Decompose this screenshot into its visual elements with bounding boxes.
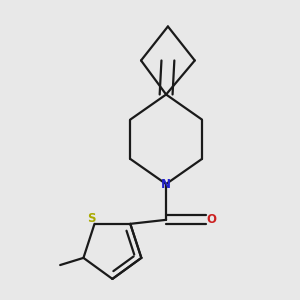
Text: O: O <box>206 213 216 226</box>
Text: S: S <box>87 212 95 225</box>
Text: N: N <box>161 178 171 190</box>
